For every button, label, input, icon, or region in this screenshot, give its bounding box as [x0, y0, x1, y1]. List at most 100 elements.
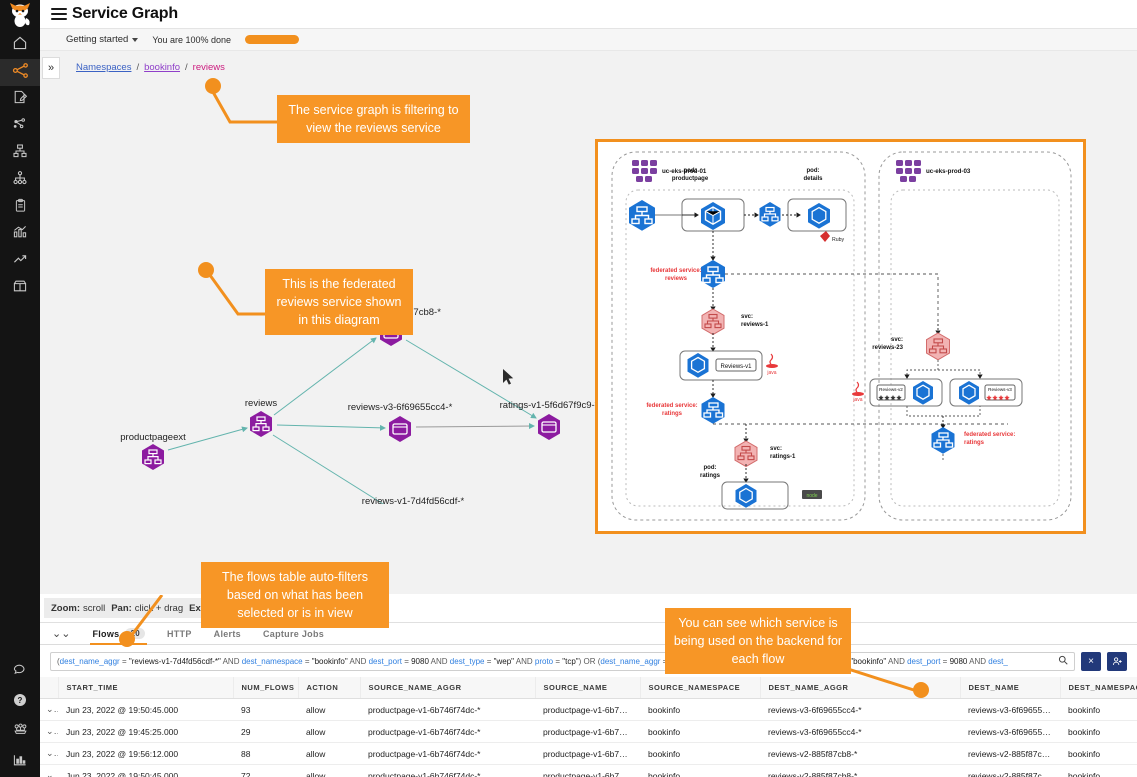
callout-anchor-dot-1 — [205, 78, 221, 94]
sidebar-item-compliance[interactable] — [0, 194, 40, 221]
edge-productpageext-reviews — [167, 426, 248, 451]
row-expand-chevron-down-icon[interactable]: ⌄ — [40, 764, 58, 777]
query-token: dest_name_aggr — [59, 656, 120, 666]
graph-node-label: reviews — [245, 398, 277, 409]
sidebar-item-metrics[interactable] — [0, 747, 40, 777]
user-add-button[interactable] — [1107, 651, 1127, 671]
sidebar-item-help[interactable]: ? — [0, 687, 40, 717]
col-source-name[interactable]: SOURCE_NAME — [535, 677, 641, 699]
flows-table[interactable]: START_TIME NUM_FLOWS ACTION SOURCE_NAME_… — [40, 677, 1137, 777]
edge-v3-ratings — [415, 423, 535, 430]
bar-chart-icon — [12, 224, 28, 245]
pod-productpage-label-l1: pod: — [684, 168, 697, 174]
rail-bottom-items: ? — [0, 657, 40, 777]
cell-start-time: Jun 23, 2022 @ 19:50:45.000 — [58, 698, 233, 721]
sidebar-item-endpoints[interactable] — [0, 140, 40, 167]
col-start-time[interactable]: START_TIME — [58, 677, 234, 699]
nodes-graph-icon — [12, 116, 28, 137]
cell-source-name: productpage-v1-6b746… — [535, 720, 640, 743]
rail-item-list — [0, 32, 40, 302]
query-token: "reviews-v1-7d4fd56cdf-*" — [128, 656, 221, 666]
clear-search-button[interactable]: × — [1081, 651, 1101, 671]
graph-node-ratings-v1[interactable]: ratings-v1-5f6d67f9c9-* — [500, 400, 599, 440]
graph-node-reviews-v3[interactable]: reviews-v3-6f69655cc4-* — [348, 402, 453, 442]
tab-capture-jobs[interactable]: Capture Jobs — [263, 622, 324, 645]
svc-ratings-1-label-l1: svc: — [770, 446, 782, 452]
graph-node-productpageext[interactable]: productpageext — [120, 432, 186, 470]
col-source-name-aggr[interactable]: SOURCE_NAME_AGGR — [360, 677, 536, 699]
sidebar-item-nodes[interactable] — [0, 113, 40, 140]
query-token: ) OR ( — [578, 656, 601, 666]
query-token: "bookinfo" — [311, 656, 348, 666]
magnifier-icon[interactable] — [1054, 655, 1068, 667]
col-dest-name[interactable]: DEST_NAME — [960, 677, 1061, 699]
tab-http-label: HTTP — [166, 628, 192, 639]
query-token: ( — [57, 656, 60, 666]
query-token: AND — [428, 656, 450, 666]
breadcrumb-bookinfo[interactable]: bookinfo — [144, 62, 181, 73]
query-token: "tcp" — [562, 656, 579, 666]
callout-anchor-dot-3 — [119, 631, 135, 647]
svc-reviews-23-label-l1: svc: — [891, 337, 903, 343]
tab-http[interactable]: HTTP — [167, 622, 192, 645]
breadcrumb-namespaces[interactable]: Namespaces — [76, 62, 132, 73]
cell-source-name-aggr: productpage-v1-6b746f74dc-* — [360, 742, 535, 765]
search-query-text: (dest_name_aggr = "reviews-v1-7d4fd56cdf… — [57, 657, 1008, 666]
edge-reviews-v3 — [276, 424, 386, 431]
col-dest-name-aggr[interactable]: DEST_NAME_AGGR — [760, 677, 961, 699]
breadcrumb-reviews: reviews — [192, 62, 225, 73]
sidebar-item-home[interactable] — [0, 32, 40, 59]
architecture-diagram-panel[interactable]: uc-eks-prod-01 pod: productpage — [595, 139, 1086, 534]
search-input[interactable]: (dest_name_aggr = "reviews-v1-7d4fd56cdf… — [50, 651, 1075, 671]
architecture-diagram-svg: uc-eks-prod-01 pod: productpage — [611, 151, 1072, 521]
cell-start-time: Jun 23, 2022 @ 19:45:25.000 — [58, 720, 233, 743]
svc-ratings-1-icon — [734, 440, 758, 468]
query-token: 9080 — [949, 656, 968, 666]
collapse-panel-icon[interactable]: ⌄⌄ — [52, 628, 71, 640]
col-action[interactable]: ACTION — [298, 677, 361, 699]
col-num-flows[interactable]: NUM_FLOWS — [233, 677, 299, 699]
sidebar-item-image-assurance[interactable] — [0, 275, 40, 302]
row-expand-chevron-down-icon[interactable]: ⌄ — [40, 742, 58, 765]
java-logo-icon-1: java — [766, 353, 778, 376]
query-token: = — [119, 656, 129, 666]
col-source-namespace[interactable]: SOURCE_NAMESPACE — [640, 677, 761, 699]
col-dest-namespace[interactable]: DEST_NAMESPACE — [1060, 677, 1137, 699]
panel-expand-button[interactable]: » — [42, 56, 60, 79]
endpoints-icon — [12, 143, 28, 164]
graph-node-reviews[interactable]: reviews — [245, 398, 277, 437]
cell-dest-name-aggr: reviews-v2-885f87cb8-* — [760, 764, 960, 777]
cluster-icon-prod-03: uc-eks-prod-03 — [896, 160, 971, 182]
sidebar-item-timeseries[interactable] — [0, 248, 40, 275]
sidebar-item-support-chat[interactable] — [0, 657, 40, 687]
sidebar-item-policies[interactable] — [0, 86, 40, 113]
flows-search-row: (dest_name_aggr = "reviews-v1-7d4fd56cdf… — [40, 647, 1137, 675]
sidebar-item-dashboards[interactable] — [0, 221, 40, 248]
getting-started-dropdown[interactable]: Getting started — [66, 34, 139, 45]
table-row[interactable]: ⌄ Jun 23, 2022 @ 19:50:45.000 93 allow produ… — [40, 698, 1137, 721]
tab-capture-jobs-label: Capture Jobs — [262, 628, 325, 639]
sidebar-item-service-graph[interactable] — [0, 59, 40, 86]
table-row[interactable]: ⌄ Jun 23, 2022 @ 19:45:25.000 29 allow produ… — [40, 720, 1137, 743]
hamburger-icon[interactable] — [46, 8, 72, 20]
reviews-v3-stars — [986, 395, 1010, 401]
graph-canvas[interactable]: productpageext reviews reviews-v2-885f87… — [40, 78, 1137, 594]
federated-service-callout: This is the federated reviews service sh… — [265, 269, 413, 336]
graph-node-reviews-v1[interactable]: reviews-v1-7d4fd56cdf-* — [362, 496, 465, 504]
pod-reviews-v1-icon — [687, 353, 709, 378]
query-token: dest_port — [368, 656, 402, 666]
table-row[interactable]: ⌄ Jun 23, 2022 @ 19:56:12.000 88 allow produ… — [40, 742, 1137, 765]
sidebar-item-cluster[interactable] — [0, 717, 40, 747]
query-token: AND — [967, 656, 989, 666]
row-expand-chevron-down-icon[interactable]: ⌄ — [40, 720, 58, 743]
tab-alerts[interactable]: Alerts — [214, 622, 241, 645]
cell-action: allow — [298, 698, 360, 721]
row-expand-chevron-down-icon[interactable]: ⌄ — [40, 698, 58, 721]
sidebar-item-hierarchy[interactable] — [0, 167, 40, 194]
svc-icon-details — [759, 202, 781, 227]
query-token: = — [553, 656, 563, 666]
tigera-cat-logo[interactable] — [0, 0, 40, 30]
svc-reviews-23-icon — [926, 332, 950, 361]
expand-col-header — [40, 677, 59, 699]
table-row[interactable]: ⌄ Jun 23, 2022 @ 19:50:45.000 72 allow produ… — [40, 764, 1137, 777]
